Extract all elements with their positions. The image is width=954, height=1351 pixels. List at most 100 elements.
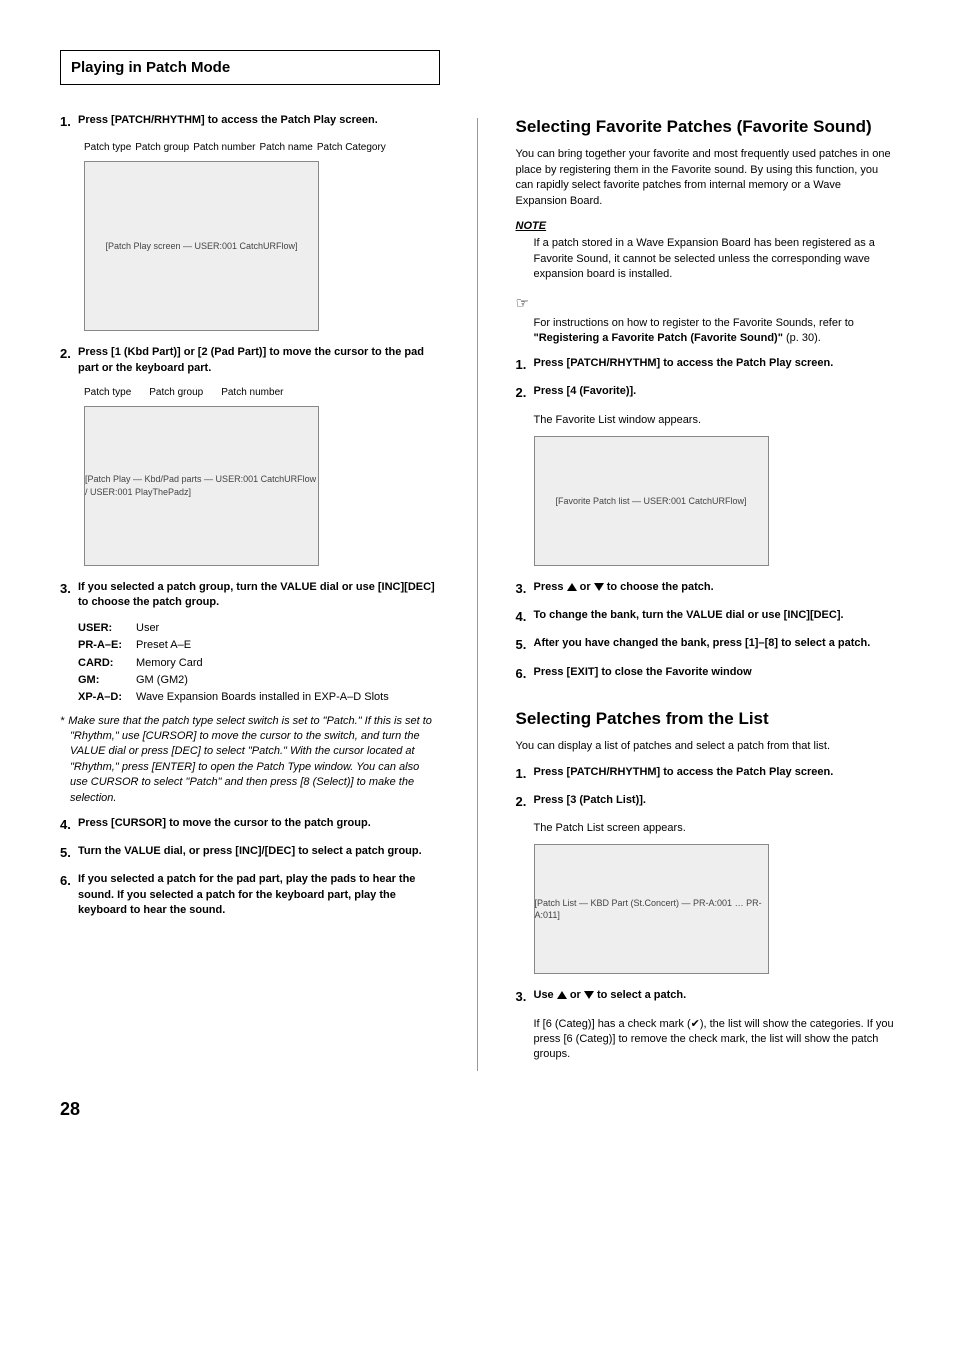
table-row: PR-A–E:Preset A–E (78, 638, 439, 653)
step-text: If you selected a patch for the pad part… (78, 872, 439, 918)
reference-icon: ☞ (516, 293, 895, 314)
left-step-6: 6. If you selected a patch for the pad p… (60, 872, 439, 918)
figure-kbd-pad-parts: [Patch Play — Kbd/Pad parts — USER:001 C… (84, 406, 319, 566)
step-text: Press [PATCH/RHYTHM] to access the Patch… (534, 356, 834, 374)
note-text: Make sure that the patch type select swi… (68, 715, 432, 804)
paragraph: You can display a list of patches and se… (516, 739, 895, 754)
table-row: USER:User (78, 621, 439, 636)
right-column: Selecting Favorite Patches (Favorite Sou… (516, 113, 895, 1071)
list-step-1: 1. Press [PATCH/RHYTHM] to access the Pa… (516, 765, 895, 783)
step-number: 6. (60, 872, 78, 918)
column-divider (477, 118, 478, 1071)
step-text: Press [CURSOR] to move the cursor to the… (78, 816, 371, 834)
heading-list: Selecting Patches from the List (516, 709, 895, 729)
page-title: Playing in Patch Mode (60, 50, 440, 85)
step-text: Press [3 (Patch List)]. (534, 793, 646, 811)
down-arrow-icon (594, 583, 604, 591)
fig-label: Patch type (84, 141, 131, 155)
kv-val: Preset A–E (136, 638, 191, 653)
step-text: Press [1 (Kbd Part)] or [2 (Pad Part)] t… (78, 345, 439, 376)
kv-val: Memory Card (136, 656, 203, 671)
step-number: 1. (516, 356, 534, 374)
kv-val: GM (GM2) (136, 673, 188, 688)
fav-step-5: 5. After you have changed the bank, pres… (516, 636, 895, 654)
table-row: GM:GM (GM2) (78, 673, 439, 688)
paragraph: You can bring together your favorite and… (516, 147, 895, 209)
step-text: Use or to select a patch. (534, 988, 687, 1006)
step-text: Turn the VALUE dial, or press [INC]/[DEC… (78, 844, 422, 862)
step-text: Press [EXIT] to close the Favorite windo… (534, 665, 752, 683)
note-body: If a patch stored in a Wave Expansion Bo… (534, 236, 895, 282)
left-column: 1. Press [PATCH/RHYTHM] to access the Pa… (60, 113, 439, 1071)
step-number: 6. (516, 665, 534, 683)
fig2-labels: Patch type Patch group Patch number (84, 386, 439, 400)
step-number: 4. (60, 816, 78, 834)
kv-val: User (136, 621, 159, 636)
fav-step-6: 6. Press [EXIT] to close the Favorite wi… (516, 665, 895, 683)
left-step-5: 5. Turn the VALUE dial, or press [INC]/[… (60, 844, 439, 862)
step-subtext: If [6 (Categ)] has a check mark (✔), the… (534, 1017, 895, 1063)
step-number: 4. (516, 608, 534, 626)
kv-val: Wave Expansion Boards installed in EXP-A… (136, 690, 389, 705)
step-text: Press or to choose the patch. (534, 580, 714, 598)
kv-key: PR-A–E: (78, 638, 136, 653)
step-subtext: The Favorite List window appears. (534, 413, 895, 428)
step-number: 5. (516, 636, 534, 654)
step-text: Press [PATCH/RHYTHM] to access the Patch… (78, 113, 378, 131)
fav-step-3: 3. Press or to choose the patch. (516, 580, 895, 598)
step-text: Press [PATCH/RHYTHM] to access the Patch… (534, 765, 834, 783)
note-icon: NOTE (516, 219, 895, 234)
fig-label: Patch group (135, 141, 189, 155)
step-number: 1. (516, 765, 534, 783)
step-subtext: The Patch List screen appears. (534, 821, 895, 836)
fig-label: Patch Category (317, 141, 386, 155)
step-number: 3. (516, 580, 534, 598)
fig-label: Patch number (221, 386, 283, 400)
fig-label: Patch number (193, 141, 255, 155)
patch-group-table: USER:User PR-A–E:Preset A–E CARD:Memory … (78, 621, 439, 706)
step-text: After you have changed the bank, press [… (534, 636, 871, 654)
page-number: 28 (60, 1097, 894, 1122)
left-step-2: 2. Press [1 (Kbd Part)] or [2 (Pad Part)… (60, 345, 439, 376)
star-note: *Make sure that the patch type select sw… (70, 714, 439, 806)
left-step-1: 1. Press [PATCH/RHYTHM] to access the Pa… (60, 113, 439, 131)
up-arrow-icon (567, 583, 577, 591)
fig-label: Patch group (149, 386, 203, 400)
step-number: 5. (60, 844, 78, 862)
step-number: 1. (60, 113, 78, 131)
step-text-part: to select a patch. (597, 989, 686, 1001)
ref-text: (p. 30). (783, 332, 821, 344)
step-text-part: Use (534, 989, 557, 1001)
up-arrow-icon (557, 991, 567, 999)
step-text: To change the bank, turn the VALUE dial … (534, 608, 844, 626)
step-text-part: Press (534, 581, 567, 593)
step-text-part: or (570, 989, 584, 1001)
figure-patch-play: [Patch Play screen — USER:001 CatchURFlo… (84, 161, 319, 331)
down-arrow-icon (584, 991, 594, 999)
fav-step-2: 2. Press [4 (Favorite)]. (516, 384, 895, 402)
figure-patch-list: [Patch List — KBD Part (St.Concert) — PR… (534, 844, 769, 974)
table-row: XP-A–D:Wave Expansion Boards installed i… (78, 690, 439, 705)
reference-body: For instructions on how to register to t… (534, 316, 895, 347)
kv-key: GM: (78, 673, 136, 688)
ref-link: "Registering a Favorite Patch (Favorite … (534, 332, 783, 344)
fig-label: Patch type (84, 386, 131, 400)
step-number: 3. (60, 580, 78, 611)
step-text: Press [4 (Favorite)]. (534, 384, 637, 402)
step-text-part: or (580, 581, 594, 593)
kv-key: USER: (78, 621, 136, 636)
list-step-3: 3. Use or to select a patch. (516, 988, 895, 1006)
left-step-3: 3. If you selected a patch group, turn t… (60, 580, 439, 611)
list-step-2: 2. Press [3 (Patch List)]. (516, 793, 895, 811)
heading-favorite: Selecting Favorite Patches (Favorite Sou… (516, 117, 895, 137)
kv-key: CARD: (78, 656, 136, 671)
step-text-part: to choose the patch. (607, 581, 714, 593)
left-step-4: 4. Press [CURSOR] to move the cursor to … (60, 816, 439, 834)
step-text: If you selected a patch group, turn the … (78, 580, 439, 611)
fig1-labels: Patch type Patch group Patch number Patc… (84, 141, 439, 155)
table-row: CARD:Memory Card (78, 656, 439, 671)
fav-step-1: 1. Press [PATCH/RHYTHM] to access the Pa… (516, 356, 895, 374)
fav-step-4: 4. To change the bank, turn the VALUE di… (516, 608, 895, 626)
step-number: 2. (60, 345, 78, 376)
ref-text: For instructions on how to register to t… (534, 317, 854, 329)
